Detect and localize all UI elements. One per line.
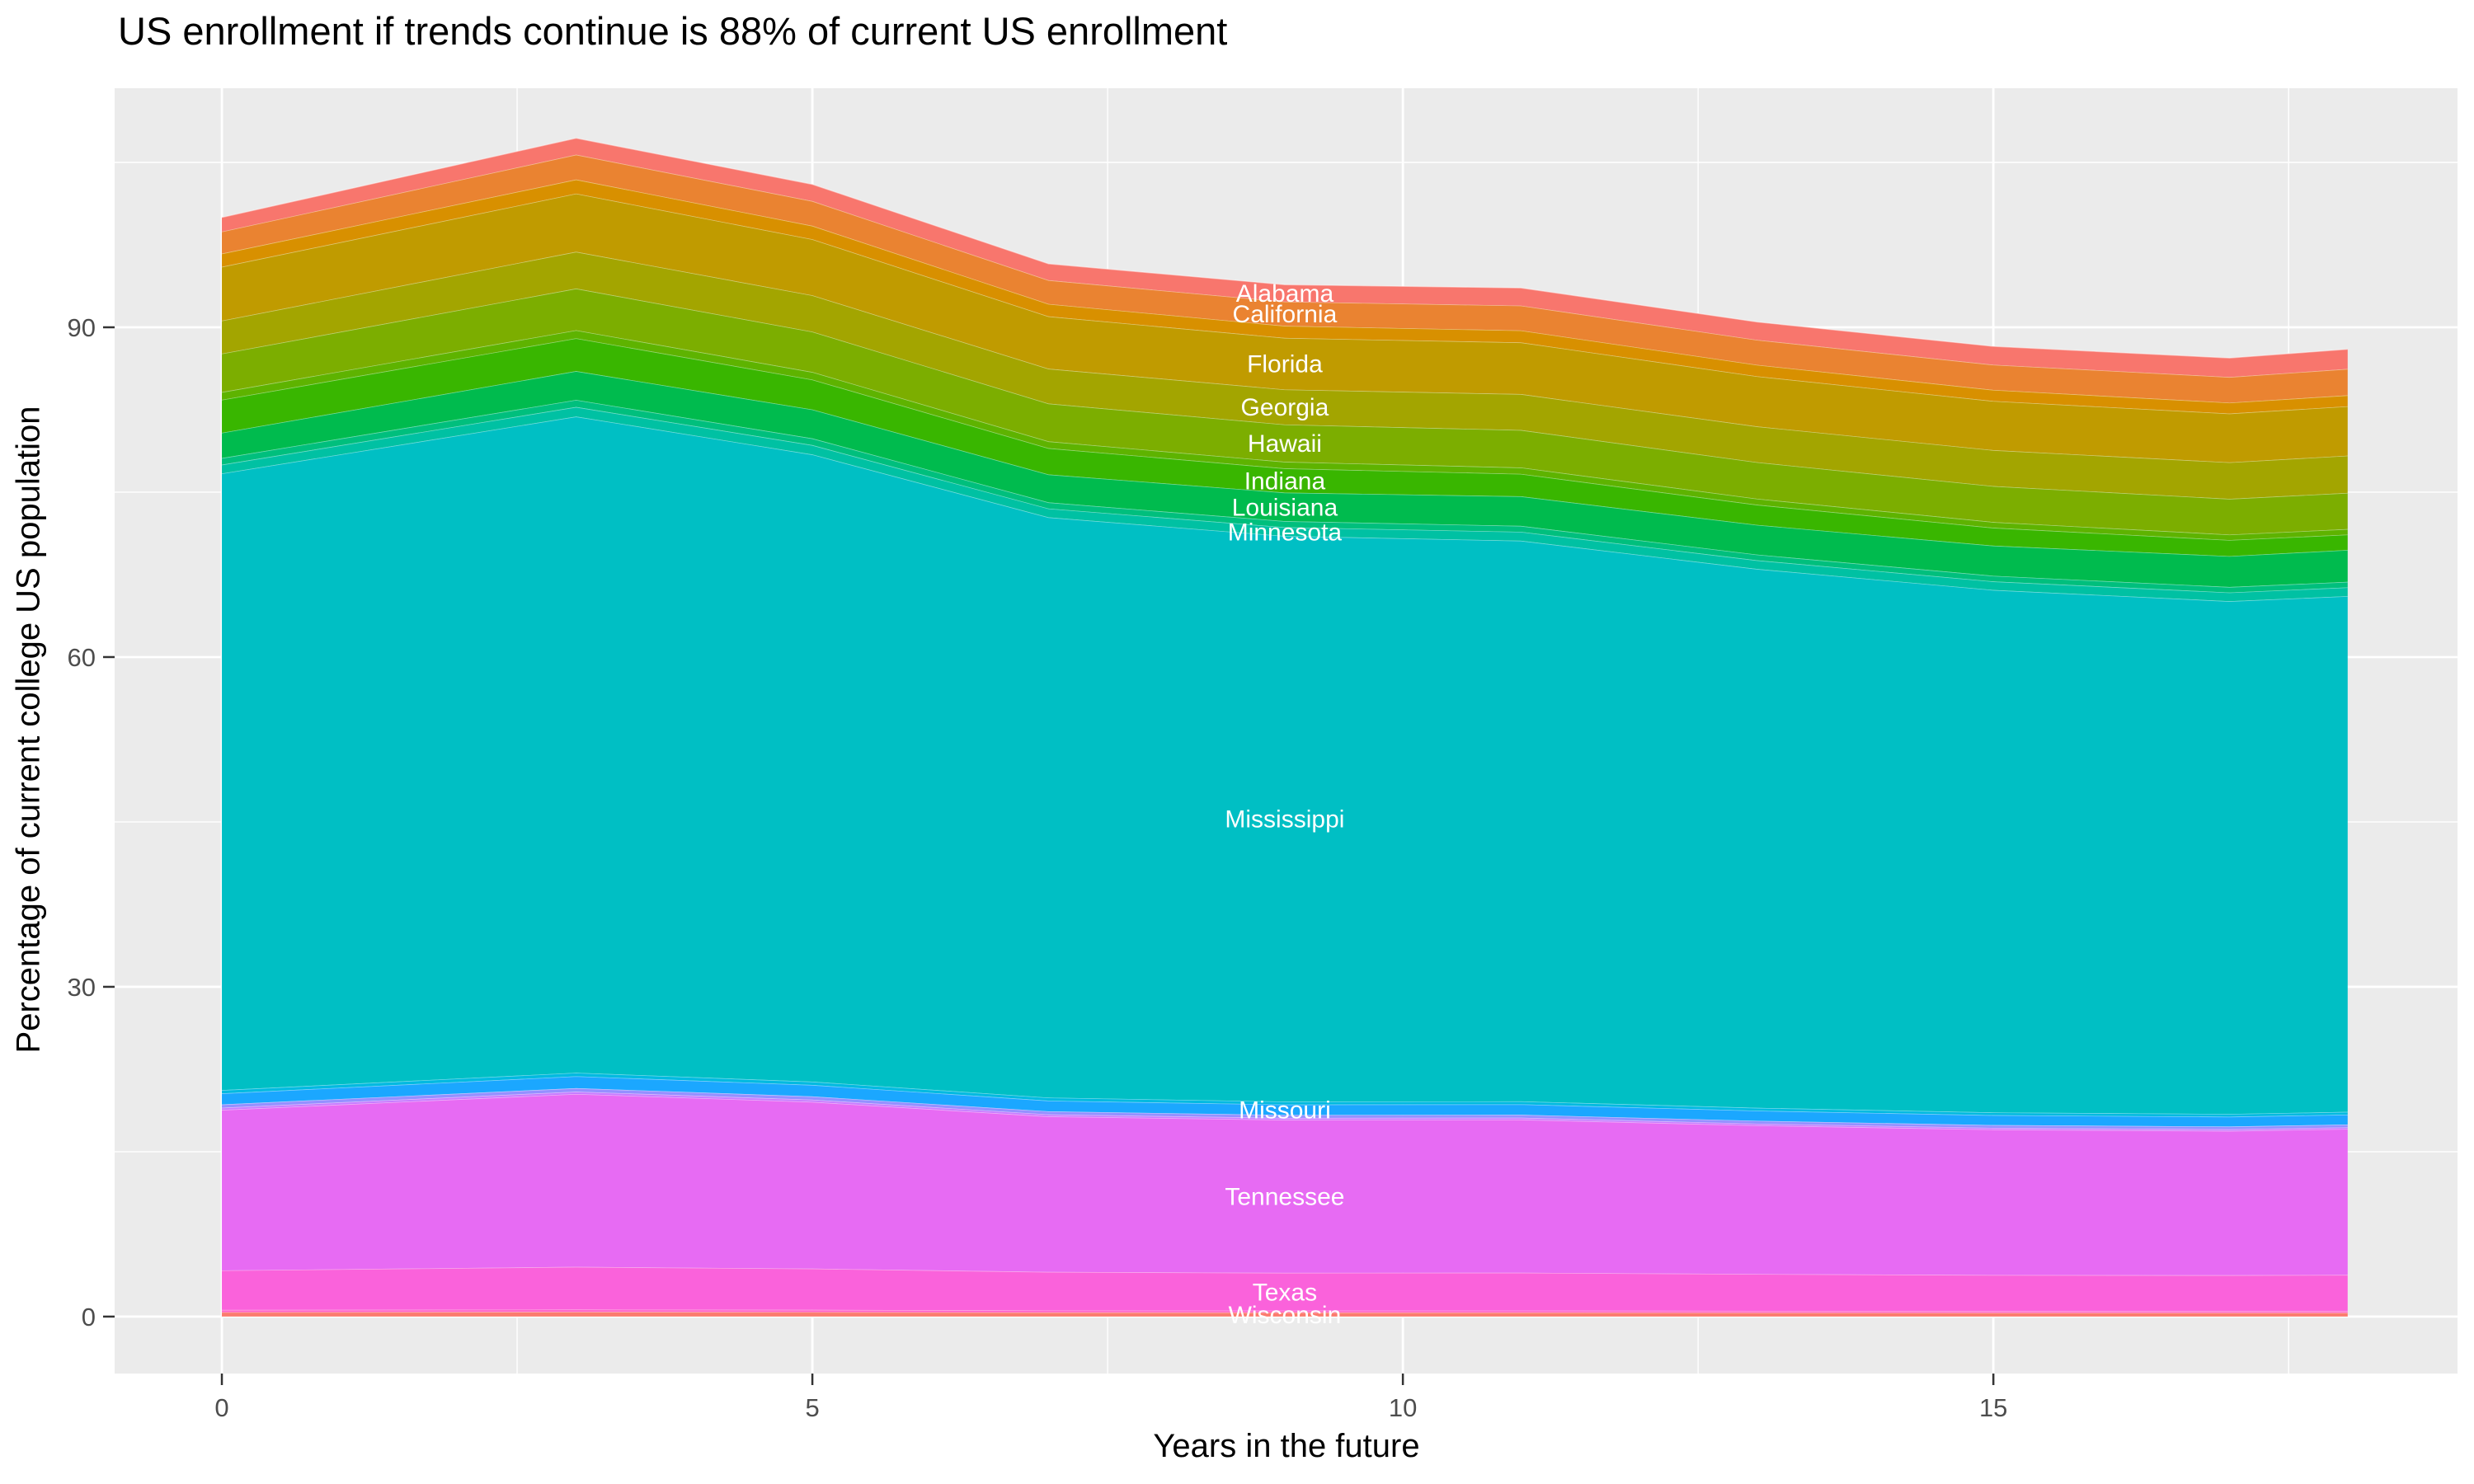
band-label: Texas (1253, 1279, 1317, 1306)
x-tick-label: 0 (214, 1393, 228, 1422)
area-band-wisconsin (222, 1312, 2348, 1317)
area-band-texas (222, 1266, 2348, 1312)
area-band-tennessee (222, 1093, 2348, 1275)
band-boundary (222, 1072, 2348, 1115)
band-label: Georgia (1241, 394, 1329, 421)
band-boundary (221, 137, 2348, 359)
area-band-florida (222, 193, 2348, 463)
area-band-unlabeled (222, 1309, 2348, 1313)
y-tick-label: 60 (68, 643, 96, 672)
area-band-missouri (222, 1076, 2348, 1127)
band-label: Alabama (1236, 280, 1334, 308)
y-axis-title: Percentage of current college US populat… (10, 406, 47, 1054)
area-band-hawaii (222, 289, 2348, 535)
area-band-louisiana (222, 371, 2348, 588)
y-tick-label: 90 (68, 313, 96, 342)
y-tick-label: 30 (68, 973, 96, 1002)
band-label: Minnesota (1228, 519, 1343, 546)
y-tick-label: 0 (82, 1303, 96, 1331)
band-label: Florida (1247, 351, 1323, 378)
band-label: Tennessee (1225, 1184, 1344, 1211)
chart-title: US enrollment if trends continue is 88% … (118, 9, 1228, 53)
band-label: Louisiana (1232, 494, 1338, 521)
x-tick-label: 5 (805, 1393, 819, 1422)
band-label: Hawaii (1248, 430, 1322, 458)
area-band-indiana (222, 338, 2348, 556)
x-axis-title: Years in the future (1153, 1428, 1420, 1464)
area-band-georgia (222, 251, 2348, 500)
band-label: Wisconsin (1229, 1302, 1342, 1329)
band-label: Indiana (1244, 467, 1326, 495)
band-label: Missouri (1239, 1097, 1331, 1125)
x-tick-label: 15 (1979, 1393, 2007, 1422)
band-label: Mississippi (1225, 806, 1344, 834)
band-label: California (1233, 301, 1338, 328)
x-tick-label: 10 (1389, 1393, 1417, 1422)
area-band-california (222, 154, 2348, 403)
area-band-mississippi (222, 416, 2348, 1115)
